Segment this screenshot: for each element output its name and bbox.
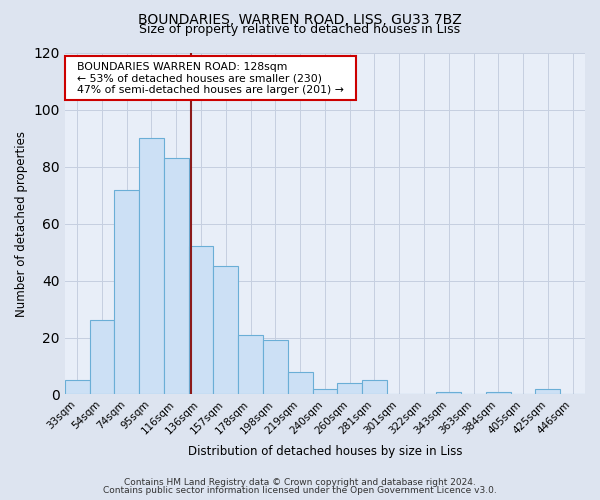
Bar <box>89 320 115 394</box>
Bar <box>139 138 164 394</box>
Bar <box>164 158 188 394</box>
Bar <box>535 389 560 394</box>
Text: BOUNDARIES WARREN ROAD: 128sqm
  ← 53% of detached houses are smaller (230)
  47: BOUNDARIES WARREN ROAD: 128sqm ← 53% of … <box>70 62 351 94</box>
Text: Contains public sector information licensed under the Open Government Licence v3: Contains public sector information licen… <box>103 486 497 495</box>
Bar <box>115 190 139 394</box>
Bar <box>238 334 263 394</box>
Text: Contains HM Land Registry data © Crown copyright and database right 2024.: Contains HM Land Registry data © Crown c… <box>124 478 476 487</box>
Text: BOUNDARIES, WARREN ROAD, LISS, GU33 7BZ: BOUNDARIES, WARREN ROAD, LISS, GU33 7BZ <box>138 12 462 26</box>
Bar <box>486 392 511 394</box>
Bar <box>214 266 238 394</box>
Bar <box>436 392 461 394</box>
Bar <box>263 340 288 394</box>
Bar <box>313 389 337 394</box>
Y-axis label: Number of detached properties: Number of detached properties <box>15 130 28 316</box>
X-axis label: Distribution of detached houses by size in Liss: Distribution of detached houses by size … <box>188 444 462 458</box>
Bar <box>288 372 313 394</box>
Text: Size of property relative to detached houses in Liss: Size of property relative to detached ho… <box>139 24 461 36</box>
Bar <box>337 383 362 394</box>
Bar <box>362 380 387 394</box>
Bar <box>65 380 89 394</box>
Bar <box>188 246 214 394</box>
